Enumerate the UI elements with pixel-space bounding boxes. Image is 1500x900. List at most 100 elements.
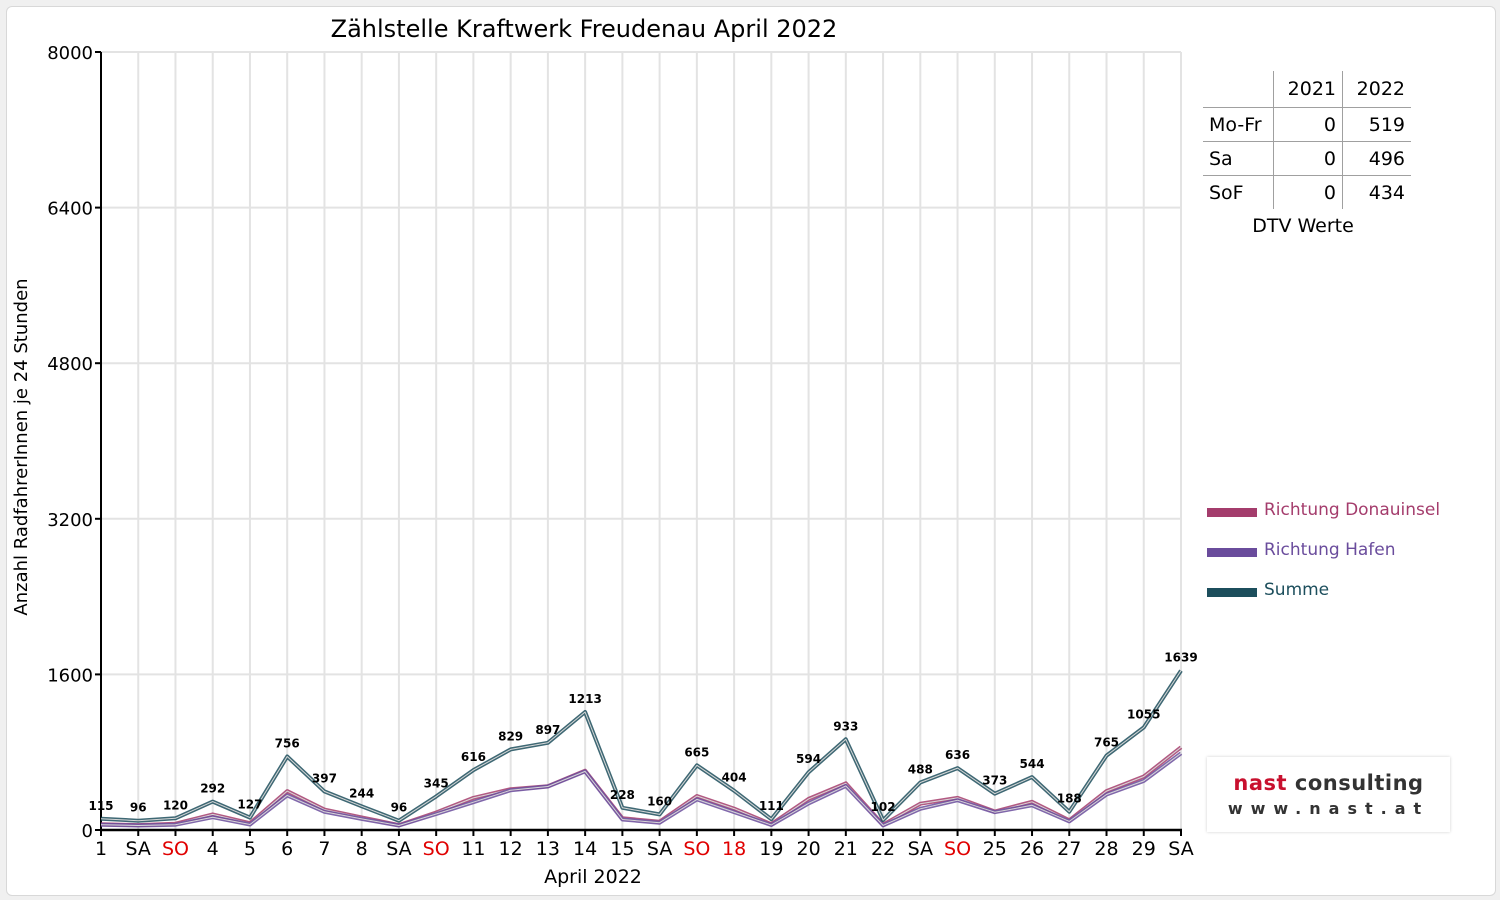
- x-tick-label: 29: [1132, 838, 1156, 860]
- data-label: 244: [349, 786, 374, 800]
- dtv-cell-2021: 0: [1273, 175, 1343, 209]
- x-tick-label: 25: [983, 838, 1007, 860]
- logo-word: consulting: [1294, 771, 1424, 795]
- data-label: 345: [424, 776, 449, 790]
- y-tick-label: 1600: [47, 665, 93, 686]
- data-label: 292: [200, 782, 225, 796]
- x-tick-label: 5: [244, 838, 256, 860]
- data-label: 933: [833, 719, 858, 733]
- data-label: 120: [163, 798, 188, 812]
- data-label: 228: [610, 788, 635, 802]
- data-label: 544: [1020, 757, 1045, 771]
- x-tick-label: 20: [796, 838, 820, 860]
- y-tick-label: 6400: [47, 199, 93, 220]
- x-tick-label: SA: [386, 838, 411, 860]
- x-tick-label: 18: [722, 838, 746, 860]
- dtv-header-2021: 2021: [1273, 71, 1343, 108]
- dtv-row-mofr: Mo-Fr 0 519: [1203, 107, 1411, 142]
- data-label: 829: [498, 729, 523, 743]
- data-label: 1213: [568, 692, 601, 706]
- legend-swatch: [1207, 548, 1257, 557]
- data-label: 1055: [1127, 707, 1160, 721]
- dtv-row-label: SoF: [1203, 175, 1274, 209]
- x-tick-label: 22: [871, 838, 895, 860]
- x-tick-label: 19: [759, 838, 783, 860]
- dtv-header-2022: 2022: [1356, 78, 1405, 100]
- x-tick-label: 6: [281, 838, 293, 860]
- logo-brand: nast: [1233, 771, 1288, 795]
- x-tick-label: 27: [1057, 838, 1081, 860]
- data-label: 404: [722, 771, 747, 785]
- x-tick-label: SA: [1168, 838, 1193, 860]
- y-tick-label: 8000: [47, 43, 93, 64]
- legend-label: Richtung Hafen: [1264, 540, 1396, 560]
- dtv-table: 2021 2022 Mo-Fr 0 519 Sa 0 496 SoF 0 434: [1203, 71, 1411, 209]
- legend-swatch: [1207, 508, 1257, 517]
- data-label: 127: [237, 798, 262, 812]
- series-layer: [100, 669, 1183, 828]
- x-tick-label: 4: [207, 838, 219, 860]
- data-label: 397: [312, 771, 337, 785]
- dtv-row-sof: SoF 0 434: [1203, 175, 1411, 209]
- y-tick-label: 0: [82, 821, 93, 842]
- data-label: 665: [684, 745, 709, 759]
- y-tick-label: 3200: [47, 510, 93, 531]
- x-tick-label: SO: [162, 838, 189, 860]
- x-tick-label: 21: [834, 838, 858, 860]
- x-tick-label: 13: [536, 838, 560, 860]
- legend-label: Summe: [1264, 580, 1330, 600]
- chart-title: Zählstelle Kraftwerk Freudenau April 202…: [331, 15, 838, 43]
- x-tick-label: SO: [683, 838, 710, 860]
- dtv-row-sa: Sa 0 496: [1203, 141, 1411, 176]
- data-label: 765: [1094, 736, 1119, 750]
- x-tick-label: SA: [126, 838, 151, 860]
- x-tick-label: SA: [908, 838, 933, 860]
- logo-wordmark: nast consulting: [1207, 771, 1450, 795]
- grid-layer: [101, 51, 1182, 830]
- dtv-cell-2022: 519: [1342, 107, 1411, 142]
- y-tick-label: 4800: [47, 354, 93, 375]
- logo-url: www.nast.at: [1227, 799, 1430, 818]
- data-label: 488: [908, 763, 933, 777]
- dtv-header-empty: [1203, 71, 1274, 108]
- x-tick-label: 28: [1094, 838, 1118, 860]
- x-axis-label: April 2022: [544, 866, 642, 888]
- data-label: 636: [945, 748, 970, 762]
- data-label: 188: [1057, 792, 1082, 806]
- series-line-summe: [100, 669, 1183, 823]
- data-label: 96: [391, 801, 408, 815]
- x-tick-label: 12: [499, 838, 523, 860]
- data-labels-layer: 115 96 120 292 127 756 397 244 96 345 616 829 897 121…: [88, 651, 1197, 815]
- data-label: 102: [871, 800, 896, 814]
- data-label: 373: [982, 774, 1007, 788]
- x-tick-label: 15: [610, 838, 634, 860]
- x-tick-label: 1: [95, 838, 107, 860]
- data-label: 897: [535, 723, 560, 737]
- company-logo: nast consulting www.nast.at: [1207, 757, 1450, 832]
- x-tick-label: 7: [318, 838, 330, 860]
- y-axis-label: Anzahl RadfahrerInnen je 24 Stunden: [11, 278, 32, 615]
- data-label: 111: [759, 799, 784, 813]
- data-label: 594: [796, 752, 821, 766]
- series-line-summe-highlight: [100, 670, 1182, 822]
- dtv-cell-2021: 0: [1273, 141, 1343, 176]
- dtv-caption: DTV Werte: [1252, 215, 1354, 237]
- dtv-row-label: Sa: [1203, 141, 1274, 176]
- legend-swatch: [1207, 588, 1257, 597]
- dtv-header-row: 2021 2022: [1203, 71, 1411, 108]
- data-label: 616: [461, 750, 486, 764]
- data-label: 115: [88, 799, 113, 813]
- series-line-hafen-highlight: [100, 752, 1182, 826]
- data-label: 756: [275, 736, 300, 750]
- x-tick-label: 11: [461, 838, 485, 860]
- x-tick-label: 26: [1020, 838, 1044, 860]
- chart-frame: 0 1600 3200 4800 6400 8000 1 SA SO 4 5 6 7 8 SA SO 11 12 1…: [6, 6, 1496, 896]
- dtv-cell-2021: 0: [1273, 107, 1343, 142]
- data-label: 1639: [1164, 651, 1197, 665]
- x-tick-label: 8: [356, 838, 368, 860]
- x-tick-label: SO: [944, 838, 971, 860]
- x-tick-label: 14: [573, 838, 597, 860]
- data-label: 96: [130, 801, 147, 815]
- x-tick-label: SO: [423, 838, 450, 860]
